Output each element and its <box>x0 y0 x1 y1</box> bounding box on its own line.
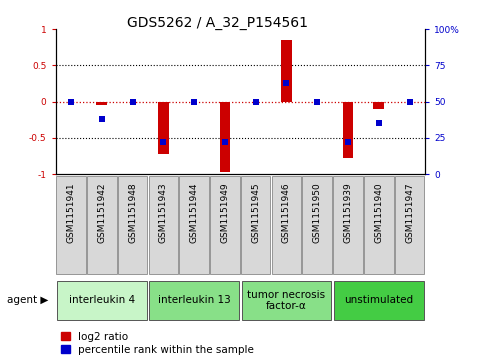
Bar <box>395 176 425 274</box>
Text: GSM1151950: GSM1151950 <box>313 182 322 243</box>
Bar <box>241 176 270 274</box>
Text: GSM1151939: GSM1151939 <box>343 182 353 243</box>
Bar <box>364 176 394 274</box>
Bar <box>272 176 301 274</box>
Bar <box>373 102 384 109</box>
Bar <box>149 176 178 274</box>
Text: GSM1151947: GSM1151947 <box>405 182 414 243</box>
Text: GSM1151948: GSM1151948 <box>128 182 137 243</box>
Bar <box>334 281 424 319</box>
Text: GSM1151940: GSM1151940 <box>374 182 384 243</box>
Text: GSM1151942: GSM1151942 <box>97 182 106 243</box>
Point <box>67 99 75 105</box>
Text: GSM1151946: GSM1151946 <box>282 182 291 243</box>
Text: GDS5262 / A_32_P154561: GDS5262 / A_32_P154561 <box>127 16 308 30</box>
Bar <box>158 102 169 154</box>
Text: interleukin 4: interleukin 4 <box>69 295 135 305</box>
Point <box>252 99 259 105</box>
Bar <box>210 176 240 274</box>
Bar <box>242 281 331 319</box>
Point <box>313 99 321 105</box>
Point <box>406 99 413 105</box>
Point <box>98 116 106 122</box>
Text: interleukin 13: interleukin 13 <box>158 295 230 305</box>
Bar <box>118 176 147 274</box>
Text: unstimulated: unstimulated <box>344 295 413 305</box>
Bar <box>333 176 363 274</box>
Text: GSM1151944: GSM1151944 <box>190 182 199 243</box>
Legend: log2 ratio, percentile rank within the sample: log2 ratio, percentile rank within the s… <box>61 332 255 355</box>
Text: GSM1151945: GSM1151945 <box>251 182 260 243</box>
Bar <box>281 40 292 102</box>
Bar <box>96 102 107 105</box>
Text: GSM1151949: GSM1151949 <box>220 182 229 243</box>
Bar <box>56 176 85 274</box>
Text: GSM1151943: GSM1151943 <box>159 182 168 243</box>
Text: tumor necrosis
factor-α: tumor necrosis factor-α <box>247 290 326 311</box>
Text: agent ▶: agent ▶ <box>7 295 49 305</box>
Point <box>375 121 383 126</box>
Bar <box>219 102 230 172</box>
Bar <box>87 176 116 274</box>
Point <box>128 99 136 105</box>
Bar <box>179 176 209 274</box>
Text: GSM1151941: GSM1151941 <box>67 182 75 243</box>
Point <box>221 139 229 145</box>
Bar <box>342 102 354 158</box>
Bar <box>149 281 239 319</box>
Bar <box>57 281 147 319</box>
Point <box>190 99 198 105</box>
Point <box>159 139 167 145</box>
Point <box>344 139 352 145</box>
Point <box>283 80 290 86</box>
Bar <box>302 176 332 274</box>
